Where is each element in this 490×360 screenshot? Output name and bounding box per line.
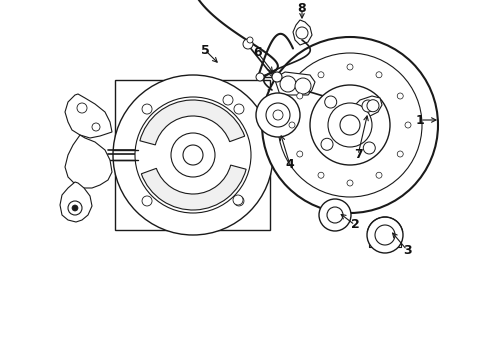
- Text: 4: 4: [286, 158, 294, 171]
- Circle shape: [280, 76, 296, 92]
- Text: 7: 7: [354, 148, 363, 162]
- Circle shape: [340, 115, 360, 135]
- Circle shape: [72, 205, 78, 211]
- Wedge shape: [141, 165, 246, 210]
- Circle shape: [113, 75, 273, 235]
- Polygon shape: [275, 72, 315, 95]
- Polygon shape: [60, 182, 92, 222]
- Circle shape: [142, 104, 152, 114]
- Circle shape: [321, 138, 333, 150]
- Circle shape: [183, 145, 203, 165]
- Circle shape: [367, 100, 379, 112]
- Circle shape: [295, 78, 311, 94]
- Circle shape: [376, 172, 382, 178]
- Circle shape: [363, 142, 375, 154]
- Text: 3: 3: [403, 243, 411, 256]
- Polygon shape: [65, 135, 112, 188]
- Circle shape: [247, 37, 253, 43]
- Circle shape: [297, 151, 303, 157]
- Circle shape: [347, 180, 353, 186]
- Circle shape: [376, 72, 382, 78]
- Text: 2: 2: [351, 219, 359, 231]
- Circle shape: [243, 39, 253, 49]
- Circle shape: [397, 93, 403, 99]
- Circle shape: [266, 103, 290, 127]
- Circle shape: [273, 110, 283, 120]
- Circle shape: [318, 172, 324, 178]
- Circle shape: [234, 104, 244, 114]
- Circle shape: [92, 123, 100, 131]
- Circle shape: [262, 37, 438, 213]
- Circle shape: [367, 217, 403, 253]
- Circle shape: [310, 85, 390, 165]
- Circle shape: [223, 95, 233, 105]
- Circle shape: [328, 103, 372, 147]
- Text: 6: 6: [254, 46, 262, 59]
- Circle shape: [171, 133, 215, 177]
- Circle shape: [397, 151, 403, 157]
- Circle shape: [347, 64, 353, 70]
- Circle shape: [289, 122, 295, 128]
- Circle shape: [297, 93, 303, 99]
- Text: 5: 5: [200, 44, 209, 57]
- Circle shape: [77, 103, 87, 113]
- Circle shape: [256, 93, 300, 137]
- Circle shape: [233, 195, 243, 205]
- Circle shape: [319, 199, 351, 231]
- Circle shape: [272, 72, 282, 82]
- Circle shape: [375, 225, 395, 245]
- Wedge shape: [140, 100, 245, 145]
- Circle shape: [68, 201, 82, 215]
- Circle shape: [318, 72, 324, 78]
- Polygon shape: [65, 94, 112, 138]
- Circle shape: [296, 27, 308, 39]
- Circle shape: [135, 97, 251, 213]
- Circle shape: [234, 196, 244, 206]
- Circle shape: [362, 100, 374, 112]
- Text: 8: 8: [298, 1, 306, 14]
- Polygon shape: [355, 96, 382, 116]
- Polygon shape: [293, 20, 312, 45]
- Circle shape: [278, 53, 422, 197]
- Circle shape: [405, 122, 411, 128]
- Circle shape: [142, 196, 152, 206]
- Bar: [115, 80, 270, 230]
- Circle shape: [325, 96, 337, 108]
- Circle shape: [327, 207, 343, 223]
- Circle shape: [256, 73, 264, 81]
- Text: 1: 1: [416, 113, 424, 126]
